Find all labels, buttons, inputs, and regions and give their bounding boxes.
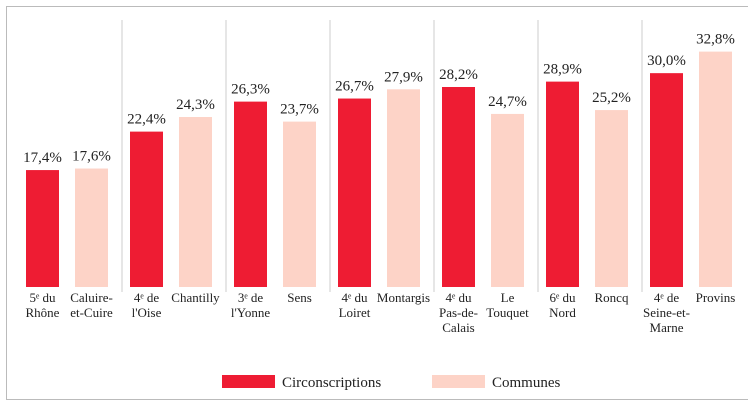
bar: [26, 170, 59, 287]
value-label: 17,4%: [23, 150, 62, 166]
x-tick-label: Caluire-: [70, 290, 113, 305]
value-label: 30,0%: [647, 53, 686, 69]
legend-label: Communes: [492, 375, 560, 391]
bar: [491, 113, 524, 287]
value-label: 24,3%: [176, 97, 215, 113]
bar: [130, 131, 163, 287]
value-label: 23,7%: [280, 102, 319, 118]
frame: [6, 6, 748, 400]
x-tick-label: Roncq: [595, 290, 629, 305]
bar: [234, 101, 267, 287]
x-tick-label: 3ᵉ de: [238, 290, 264, 305]
value-label: 26,3%: [231, 82, 270, 98]
x-tick-label: l'Yonne: [231, 305, 271, 320]
value-label: 25,2%: [592, 90, 631, 106]
x-tick-label: Nord: [549, 305, 576, 320]
legend-swatch: [432, 375, 485, 388]
bar: [283, 121, 316, 287]
x-tick-label: Provins: [696, 290, 736, 305]
bar: [179, 117, 212, 287]
bar: [546, 81, 579, 287]
value-label: 24,7%: [488, 94, 527, 110]
x-tick-label: 4ᵉ de: [134, 290, 160, 305]
x-tick-label: 4ᵉ du: [445, 290, 472, 305]
bar: [338, 98, 371, 288]
x-tick-label: 5ᵉ du: [29, 290, 56, 305]
value-label: 22,4%: [127, 112, 166, 128]
value-label: 26,7%: [335, 79, 374, 95]
bar: [442, 87, 475, 287]
x-tick-label: et-Cuire: [70, 305, 113, 320]
value-label: 17,6%: [72, 149, 111, 165]
bar: [595, 110, 628, 287]
x-tick-label: Seine-et-: [643, 305, 690, 320]
x-tick-label: 6ᵉ du: [549, 290, 576, 305]
x-tick-label: Montargis: [377, 290, 430, 305]
x-tick-label: Chantilly: [171, 290, 220, 305]
x-tick-label: Pas-de-: [439, 305, 478, 320]
x-tick-label: 4ᵉ de: [654, 290, 680, 305]
value-label: 28,2%: [439, 67, 478, 83]
x-tick-label: l'Oise: [132, 305, 162, 320]
x-tick-label: Marne: [650, 320, 684, 335]
x-tick-label: Sens: [287, 290, 312, 305]
bar: [75, 168, 108, 287]
x-tick-label: Touquet: [486, 305, 529, 320]
value-label: 32,8%: [696, 32, 735, 48]
bar: [650, 73, 683, 288]
x-tick-label: Calais: [442, 320, 475, 335]
bar: [699, 51, 732, 287]
value-label: 28,9%: [543, 62, 582, 78]
x-tick-label: Rhône: [26, 305, 60, 320]
legend-label: Circonscriptions: [282, 375, 381, 391]
x-tick-label: Le: [501, 290, 515, 305]
legend-swatch: [222, 375, 275, 388]
x-tick-label: Loiret: [339, 305, 371, 320]
x-tick-label: 4ᵉ du: [341, 290, 368, 305]
bar: [387, 89, 420, 287]
value-label: 27,9%: [384, 69, 423, 85]
